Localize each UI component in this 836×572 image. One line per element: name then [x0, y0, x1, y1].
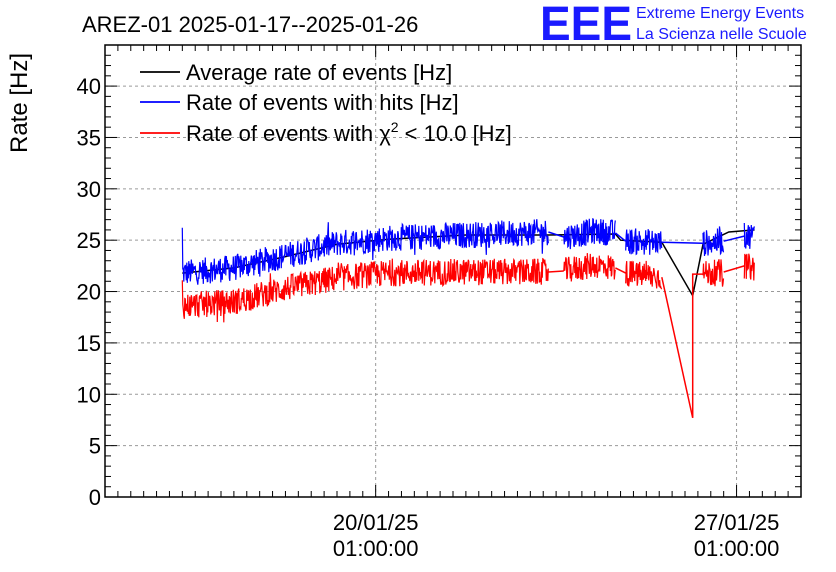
legend: Average rate of events [Hz] Rate of event…	[140, 60, 512, 146]
series-2-bridge-3	[723, 265, 745, 273]
eee-logo: EEE Extreme Energy Events La Scienza nel…	[540, 0, 807, 51]
axis-ticks	[104, 44, 802, 498]
y-tick-label-0: 0	[89, 485, 101, 510]
series-1-bridge-2	[661, 241, 704, 245]
legend-label-2-sup: 2	[391, 119, 399, 135]
series-2-segment-2	[625, 260, 663, 290]
x-tick-date-0: 20/01/25	[333, 510, 419, 535]
series-1-segment-4	[743, 222, 755, 249]
y-tick-label-25: 25	[77, 228, 101, 253]
series-2-segment-3	[702, 259, 725, 287]
series-2-segment-4	[743, 253, 755, 281]
eee-logo-letters: EEE	[540, 0, 632, 51]
legend-label-1-main: Rate of events with hits [Hz]	[186, 90, 459, 115]
eee-logo-line2: La Scienza nelle Scuole	[636, 26, 807, 43]
series-1-bridge-0	[548, 231, 565, 238]
chart-title: AREZ-01 2025-01-17--2025-01-26	[82, 12, 418, 37]
series-1-segment-0	[181, 219, 549, 285]
y-tick-labels: 0 5 10 15 20 25 30 35 40	[77, 74, 101, 510]
series-1	[181, 218, 755, 285]
grid-lines	[105, 45, 801, 497]
series-1-segment-2	[625, 228, 663, 256]
eee-logo-line1: Extreme Energy Events	[636, 5, 804, 22]
x-tick-time-1: 01:00:00	[694, 536, 780, 561]
y-tick-label-35: 35	[77, 125, 101, 150]
series-1-segment-3	[702, 226, 725, 257]
x-tick-time-0: 01:00:00	[333, 536, 419, 561]
y-tick-label-20: 20	[77, 280, 101, 305]
legend-label-0: Average rate of events [Hz]	[186, 60, 452, 85]
legend-label-1: Rate of events with hits [Hz]	[186, 90, 459, 115]
y-tick-label-10: 10	[77, 382, 101, 407]
series-1-bridge-3	[723, 235, 745, 242]
legend-label-2-tail: < 10.0 [Hz]	[399, 121, 512, 146]
series-2-bridge-1	[615, 267, 627, 274]
y-tick-label-30: 30	[77, 177, 101, 202]
series-2	[181, 253, 755, 419]
y-tick-label-40: 40	[77, 74, 101, 99]
series-layer	[181, 218, 755, 419]
y-tick-label-15: 15	[77, 331, 101, 356]
series-2-segment-0	[181, 257, 549, 323]
y-tick-label-5: 5	[89, 434, 101, 459]
series-1-bridge-1	[614, 232, 627, 242]
x-tick-date-1: 27/01/25	[694, 510, 780, 535]
series-2-bridge-2	[661, 273, 703, 419]
series-2-segment-1	[563, 253, 616, 282]
legend-label-0-main: Average rate of events [Hz]	[186, 60, 452, 85]
series-2-bridge-0	[548, 270, 564, 273]
y-axis-label: Rate [Hz]	[6, 53, 33, 153]
legend-label-2: Rate of events with χ2 < 10.0 [Hz]	[186, 119, 512, 146]
series-1-segment-1	[563, 218, 616, 250]
legend-label-2-main: Rate of events with χ	[186, 121, 391, 146]
